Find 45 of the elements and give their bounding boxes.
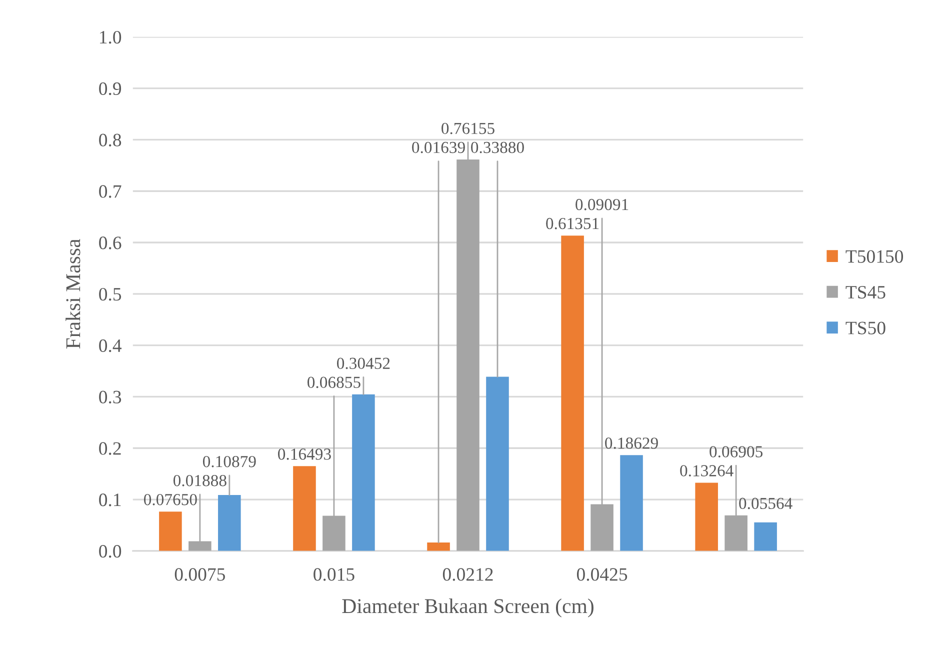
legend-label: TS45 [846, 286, 886, 299]
legend-label: TS50 [846, 322, 886, 334]
data-label: 0.05564 [739, 498, 792, 510]
data-label: 0.01639 [412, 142, 465, 154]
y-axis-title: Fraksi Massa [66, 238, 80, 349]
y-tick-label: 0.7 [99, 185, 122, 198]
y-tick-label: 0.4 [99, 339, 122, 352]
y-tick-label: 0.3 [99, 390, 122, 404]
y-tick-label: 0.2 [99, 442, 121, 455]
data-label: 0.10879 [202, 456, 256, 468]
data-label: 0.06855 [308, 376, 360, 388]
bar [695, 482, 718, 551]
data-label: 0.07650 [144, 494, 197, 506]
data-label: 0.13264 [680, 465, 734, 476]
y-tick-label: 0.6 [99, 236, 122, 250]
bar [754, 522, 777, 551]
bar [352, 394, 375, 551]
data-label: 0.16493 [278, 448, 331, 460]
data-label: 0.30452 [337, 358, 390, 370]
x-tick-label: 0.0212 [442, 568, 493, 581]
data-label: 0.33880 [471, 142, 524, 154]
data-label: 0.18629 [605, 438, 658, 449]
x-axis-title: Diameter Bukaan Screen (cm) [342, 598, 594, 618]
y-tick-label: 0.8 [99, 134, 122, 146]
legend-label: T50150 [846, 250, 904, 263]
data-label: 0.09091 [576, 198, 628, 210]
x-tick-label: 0.0425 [576, 568, 628, 581]
bar [159, 512, 182, 551]
x-tick-label: 0.015 [314, 568, 354, 581]
bar [620, 455, 643, 551]
y-tick-label: 0.5 [99, 288, 122, 301]
data-label: 0.61351 [546, 218, 599, 230]
bar [218, 495, 241, 551]
y-tick-label: 0.1 [99, 494, 121, 506]
data-label: 0.01888 [173, 474, 226, 486]
x-tick-label: 0.0075 [174, 568, 225, 581]
data-label: 0.06905 [710, 446, 763, 458]
bar [561, 236, 584, 551]
y-tick-label: 1.0 [100, 30, 122, 44]
bar [427, 542, 450, 551]
y-tick-label: 0.0 [99, 544, 122, 558]
bar [486, 376, 509, 551]
data-label: 0.76155 [442, 122, 494, 134]
y-tick-label: 0.9 [99, 82, 122, 96]
bar [293, 466, 316, 551]
